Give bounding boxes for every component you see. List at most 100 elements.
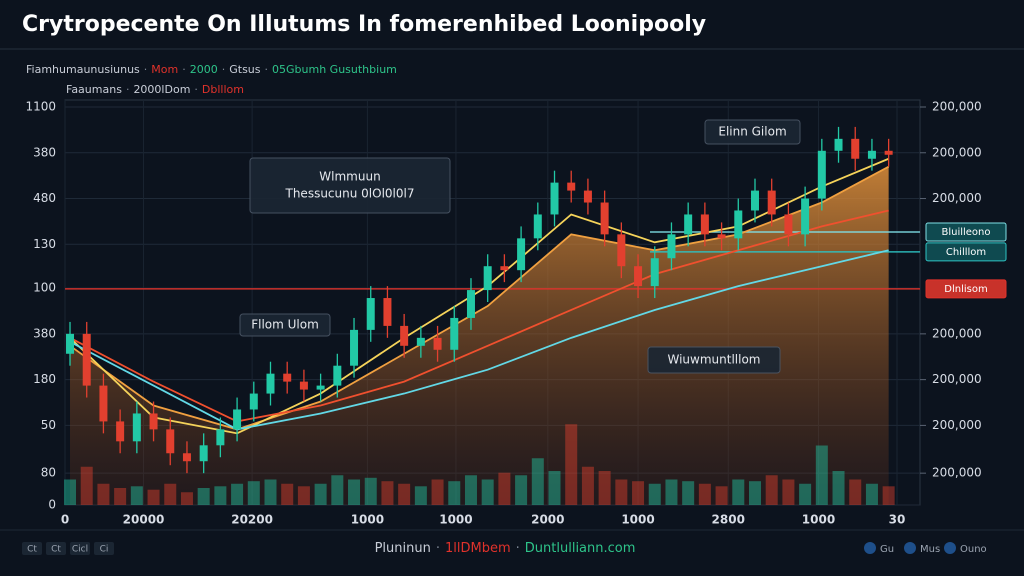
volume-bar bbox=[732, 479, 745, 505]
annotation-text: Wlmmuun bbox=[319, 170, 380, 184]
legend-item: 05Gbumh Gusuthbium bbox=[272, 63, 397, 76]
volume-bar bbox=[247, 481, 260, 505]
volume-bar bbox=[231, 483, 244, 505]
candle-body bbox=[483, 266, 492, 291]
footer-item: 1llDMbem bbox=[445, 541, 511, 556]
icon bbox=[70, 542, 90, 555]
footer-left-item: Ct bbox=[27, 545, 37, 555]
volume-bar bbox=[348, 479, 361, 505]
volume-bar bbox=[832, 471, 845, 505]
candle-body bbox=[700, 214, 709, 235]
volume-bar bbox=[114, 488, 127, 505]
volume-bar bbox=[147, 489, 160, 505]
y2-tick-label: 200,000 bbox=[932, 100, 982, 114]
candle-body bbox=[99, 385, 108, 422]
footer-left-item: Ct bbox=[51, 545, 61, 555]
candle-body bbox=[216, 429, 225, 446]
candle-body bbox=[199, 445, 208, 462]
y-tick-label: 0 bbox=[48, 498, 56, 512]
annotation-box bbox=[239, 313, 331, 337]
x-tick-label: 1000 bbox=[351, 513, 384, 527]
x-tick-label: 20000 bbox=[123, 513, 165, 527]
candle-body bbox=[266, 373, 275, 394]
legend-sep: · bbox=[194, 83, 198, 96]
volume-bar bbox=[314, 483, 327, 505]
volume-bar bbox=[648, 483, 661, 505]
y-tick-label: 50 bbox=[41, 418, 56, 432]
volume-bar bbox=[331, 475, 344, 505]
volume-bar bbox=[715, 486, 728, 505]
candle-body bbox=[66, 333, 75, 354]
candle-body bbox=[617, 234, 626, 267]
footer-sep: · bbox=[516, 541, 520, 556]
legend-item: 2000 bbox=[190, 63, 218, 76]
y-tick-label: 480 bbox=[33, 191, 56, 205]
legend-item: 2000lDom bbox=[133, 83, 190, 96]
footer-item: Pluninun bbox=[375, 541, 431, 556]
candle-body bbox=[767, 190, 776, 215]
y2-tick-label: 200,000 bbox=[932, 145, 982, 159]
volume-bar bbox=[80, 466, 93, 505]
volume-bar bbox=[598, 471, 611, 505]
volume-bar bbox=[698, 483, 711, 505]
candle-body bbox=[717, 234, 726, 239]
annotation-text: Fllom Ulom bbox=[251, 318, 319, 332]
volume-bar bbox=[565, 424, 578, 505]
volume-bar bbox=[64, 479, 77, 505]
volume-bar bbox=[398, 483, 411, 505]
candle-body bbox=[316, 385, 325, 390]
candle-body bbox=[116, 421, 125, 442]
level-box bbox=[925, 242, 1007, 262]
x-tick-label: 20200 bbox=[231, 513, 273, 527]
candle-body bbox=[400, 325, 409, 346]
candle-body bbox=[466, 290, 475, 318]
volume-bar bbox=[765, 475, 778, 505]
icon bbox=[864, 542, 876, 554]
candle-body bbox=[416, 337, 425, 346]
footer-right-item: Gu bbox=[880, 544, 894, 555]
candle-body bbox=[684, 214, 693, 235]
y2-tick-label: 200,000 bbox=[932, 326, 982, 340]
volume-bar bbox=[180, 492, 193, 505]
volume-bar bbox=[849, 479, 862, 505]
x-tick-label: 0 bbox=[61, 513, 69, 527]
candle-body bbox=[600, 202, 609, 235]
y-tick-label: 1100 bbox=[25, 100, 56, 114]
legend: Faaumans · 2000lDom · Dblllom bbox=[66, 83, 244, 96]
footer-sep: · bbox=[436, 541, 440, 556]
annotation-box bbox=[647, 346, 781, 374]
candle-body bbox=[450, 317, 459, 350]
y-tick-label: 130 bbox=[33, 237, 56, 251]
y-tick-label: 380 bbox=[33, 326, 56, 340]
x-tick-label: 2800 bbox=[712, 513, 745, 527]
volume-bar bbox=[214, 486, 227, 505]
annotation-box bbox=[249, 157, 451, 214]
legend-sep: · bbox=[182, 63, 186, 76]
x-tick-label: 1000 bbox=[439, 513, 472, 527]
volume-bar bbox=[264, 479, 277, 505]
annotation-text: Wiuwmuntlllom bbox=[668, 353, 761, 367]
candle-body bbox=[283, 373, 292, 382]
line bbox=[69, 209, 889, 423]
candle-body bbox=[550, 182, 559, 215]
legend-sep: · bbox=[222, 63, 226, 76]
icon bbox=[94, 542, 114, 555]
legend-item: Faaumans bbox=[66, 83, 122, 96]
volume-bar bbox=[799, 483, 812, 505]
legend: Fiamhumaunusiunus · Mom · 2000 · Gtsus · 05Gbumh… bbox=[26, 63, 397, 76]
icon bbox=[22, 542, 42, 555]
candle-body bbox=[82, 333, 91, 386]
candle-body bbox=[132, 413, 141, 442]
candle-body bbox=[750, 190, 759, 211]
candle-body bbox=[634, 266, 643, 287]
footer-right-item: Mus bbox=[920, 544, 940, 555]
candle-body bbox=[333, 365, 342, 386]
y2-tick-label: 200,000 bbox=[932, 418, 982, 432]
icon bbox=[46, 542, 66, 555]
volume-bar bbox=[615, 479, 628, 505]
legend-item: Mom bbox=[151, 63, 178, 76]
volume-bar bbox=[164, 483, 177, 505]
level-label: Chilllom bbox=[946, 247, 986, 258]
footer-left-item: Ci bbox=[100, 545, 109, 555]
